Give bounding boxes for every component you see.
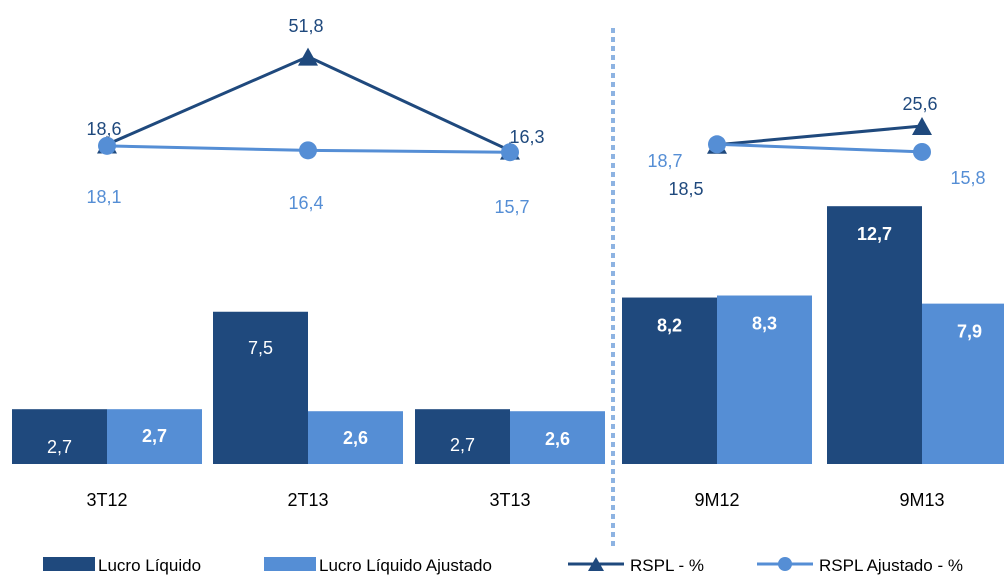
legend-marker	[778, 557, 792, 571]
line-rspl-ajustado	[716, 142, 923, 154]
line-label: 16,3	[509, 127, 544, 147]
line-label: 18,7	[647, 151, 682, 171]
line-label: 15,7	[494, 197, 529, 217]
line-label: 18,5	[668, 179, 703, 199]
marker-rspl-ajustado	[299, 141, 317, 160]
bar-9M12-lucro	[622, 297, 717, 464]
line-label: 18,6	[86, 119, 121, 139]
legend-label: RSPL - %	[630, 556, 704, 575]
bar-label: 8,3	[752, 314, 777, 334]
marker-rspl	[912, 116, 932, 135]
line-label: 16,4	[288, 193, 323, 213]
bar-label: 7,9	[957, 322, 982, 342]
line-label: 15,8	[950, 168, 985, 188]
category-label: 9M13	[899, 490, 944, 510]
bar-label: 2,7	[47, 437, 72, 457]
line-label: 18,1	[86, 187, 121, 207]
bar-label: 2,7	[450, 435, 475, 455]
line-label: 25,6	[902, 94, 937, 114]
bar-2T13-lucro	[213, 311, 308, 464]
category-label: 3T13	[489, 490, 530, 510]
line-label: 51,8	[288, 16, 323, 36]
category-label: 3T12	[86, 490, 127, 510]
legend-item: Lucro Líquido Ajustado	[264, 556, 492, 575]
bar-label: 2,6	[343, 428, 368, 448]
legend-swatch	[43, 557, 95, 571]
bar-9M13-lucro	[827, 206, 922, 464]
bar-label: 2,6	[545, 429, 570, 449]
marker-rspl	[298, 47, 318, 66]
marker-rspl-ajustado	[98, 136, 116, 155]
legend-label: Lucro Líquido	[98, 556, 201, 575]
bar-9M13-lucro-ajustado	[922, 303, 1004, 464]
category-label: 9M12	[694, 490, 739, 510]
bar-3T12-lucro	[12, 409, 107, 464]
legend-swatch	[264, 557, 316, 571]
bar-label: 8,2	[657, 316, 682, 336]
marker-rspl-ajustado	[708, 135, 726, 154]
marker-rspl-ajustado	[501, 143, 519, 162]
category-label: 2T13	[287, 490, 328, 510]
bar-label: 7,5	[248, 338, 273, 358]
legend-item: Lucro Líquido	[43, 556, 201, 575]
legend-label: RSPL Ajustado - %	[819, 556, 963, 575]
line-rspl	[716, 124, 923, 147]
bar-label: 2,7	[142, 426, 167, 446]
line-rspl	[106, 54, 511, 152]
bar-3T13-lucro	[415, 409, 510, 464]
legend-label: Lucro Líquido Ajustado	[319, 556, 492, 575]
legend-item: RSPL - %	[568, 556, 704, 575]
bar-2T13-lucro-ajustado	[308, 411, 403, 464]
marker-rspl-ajustado	[913, 142, 931, 161]
bar-label: 12,7	[857, 224, 892, 244]
bar-9M12-lucro-ajustado	[717, 295, 812, 464]
bar-3T12-lucro-ajustado	[107, 409, 202, 464]
bar-3T13-lucro-ajustado	[510, 411, 605, 464]
legend-marker	[588, 557, 604, 571]
legend-item: RSPL Ajustado - %	[757, 556, 963, 575]
